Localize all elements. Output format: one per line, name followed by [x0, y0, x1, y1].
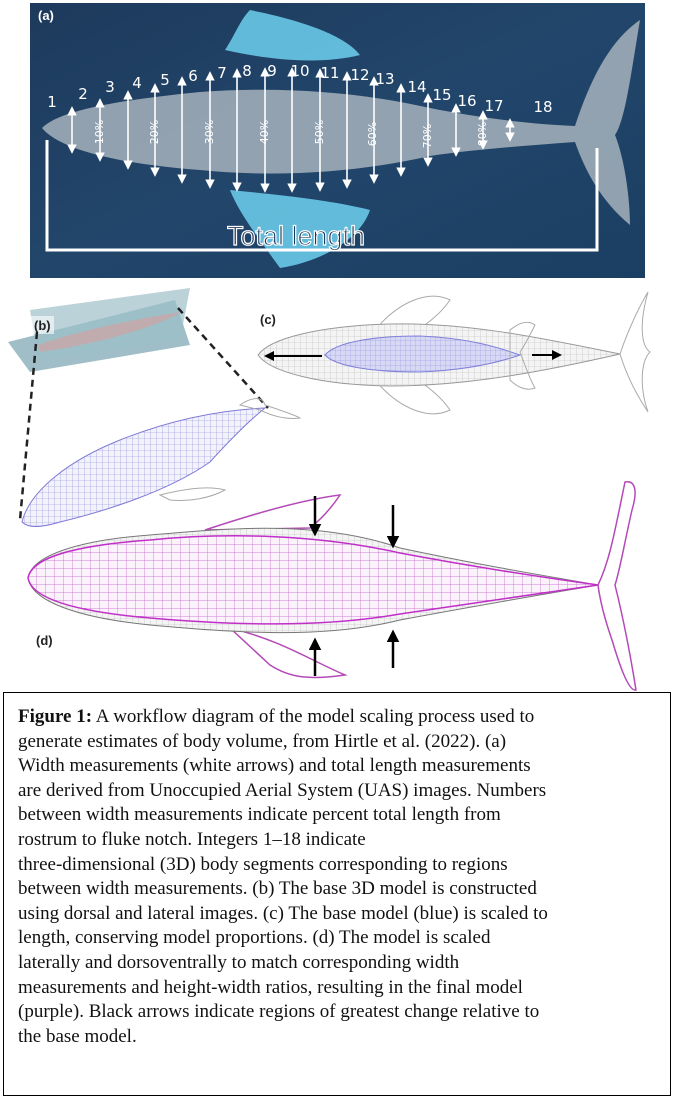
panel-label: (b) [34, 318, 51, 333]
caption-text: between width measurements. (b) The base… [18, 878, 537, 900]
percent-label: 60% [366, 122, 379, 146]
caption-text: generate estimates of body volume, from … [18, 730, 507, 752]
caption-text: using dorsal and lateral images. (c) The… [18, 902, 548, 924]
segment-number: 9 [267, 62, 277, 80]
panel-label: (d) [36, 633, 53, 648]
caption-box: Figure 1: A workflow diagram of the mode… [3, 692, 671, 1096]
percent-label: 20% [148, 120, 161, 144]
blue-mesh-model [21, 407, 267, 527]
segment-number: 4 [132, 74, 142, 92]
percent-label: 50% [313, 120, 326, 144]
dashed-connector [18, 331, 39, 521]
figure: (a) Total length 1 2 3 4 5 6 7 8 9 10 11 12 13 14 15 16… [8, 3, 651, 691]
segment-number: 13 [375, 70, 394, 88]
caption-text: length, conserving model proportions. (d… [18, 927, 491, 949]
caption-text: three-dimensional (3D) body segments cor… [18, 853, 508, 875]
percent-label: 80% [476, 122, 489, 146]
caption-text: the base model. [18, 1025, 137, 1047]
segment-number: 1 [47, 93, 57, 111]
caption-text: (purple). Black arrows indicate regions … [18, 1001, 540, 1023]
caption-line: between width measurements. (b) The base… [18, 877, 670, 902]
caption-line: measurements and height-width ratios, re… [18, 976, 670, 1001]
fin-outline [227, 626, 348, 679]
caption-line: between width measurements indicate perc… [18, 803, 670, 828]
whale-photo [42, 20, 640, 225]
segment-number: 16 [457, 92, 476, 110]
segment-number: 7 [217, 64, 227, 82]
percent-label: 40% [258, 120, 271, 144]
caption-text: rostrum to fluke notch. Integers 1–18 in… [18, 828, 366, 850]
caption-line: are derived from Unoccupied Aerial Syste… [18, 779, 670, 804]
segment-number: 8 [242, 62, 252, 80]
fluke-outline [619, 291, 651, 413]
caption-line: Width measurements (white arrows) and to… [18, 754, 670, 779]
caption-line: rostrum to fluke notch. Integers 1–18 in… [18, 828, 670, 853]
segment-number: 3 [105, 78, 115, 96]
fluke-outline [597, 481, 637, 691]
total-length-label: Total length [227, 221, 365, 251]
caption-text: Width measurements (white arrows) and to… [18, 755, 531, 777]
total-length-bracket [45, 140, 599, 252]
fin-outline [238, 398, 302, 419]
percent-label: 10% [93, 120, 106, 144]
caption-line: the base model. [18, 1025, 670, 1050]
caption-text: A workflow diagram of the model scaling … [95, 706, 535, 727]
fluke-outline [509, 321, 536, 390]
caption-line: three-dimensional (3D) body segments cor… [18, 853, 670, 878]
caption-text: laterally and dorsoventrally to match co… [18, 951, 460, 973]
dashed-connector [177, 307, 269, 409]
segment-number: 5 [160, 71, 170, 89]
panel-label: (a) [38, 8, 54, 23]
segment-number: 6 [188, 67, 198, 85]
caption-title: Figure 1: [18, 706, 93, 727]
segment-number: 12 [350, 66, 369, 84]
caption-text: between width measurements indicate perc… [18, 804, 501, 826]
caption-line: Figure 1: A workflow diagram of the mode… [18, 705, 670, 730]
caption-line: using dorsal and lateral images. (c) The… [18, 902, 670, 927]
caption-line: laterally and dorsoventrally to match co… [18, 951, 670, 976]
width-arrows [67, 67, 515, 193]
segment-number: 14 [407, 78, 426, 96]
segment-number: 2 [78, 85, 88, 103]
caption-line: length, conserving model proportions. (d… [18, 926, 670, 951]
caption-text: are derived from Unoccupied Aerial Syste… [18, 779, 547, 801]
percent-label: 70% [421, 124, 434, 148]
label-box [30, 316, 54, 334]
pectoral-fin [225, 10, 360, 61]
caption-line: generate estimates of body volume, from … [18, 730, 670, 755]
panel-label: (c) [260, 312, 276, 327]
caption-line: (purple). Black arrows indicate regions … [18, 1000, 670, 1025]
segment-number: 18 [533, 98, 552, 116]
caption-text: measurements and height-width ratios, re… [18, 976, 523, 998]
segment-number: 17 [484, 97, 503, 115]
percent-label: 30% [203, 120, 216, 144]
segment-number: 11 [320, 64, 339, 82]
fin-outline [158, 487, 227, 501]
segment-number: 10 [290, 62, 309, 80]
purple-final-model [27, 535, 599, 625]
segment-number: 15 [432, 86, 451, 104]
fin-outline [204, 494, 342, 531]
whale-base-model [38, 312, 182, 352]
blue-base-model [324, 335, 522, 373]
